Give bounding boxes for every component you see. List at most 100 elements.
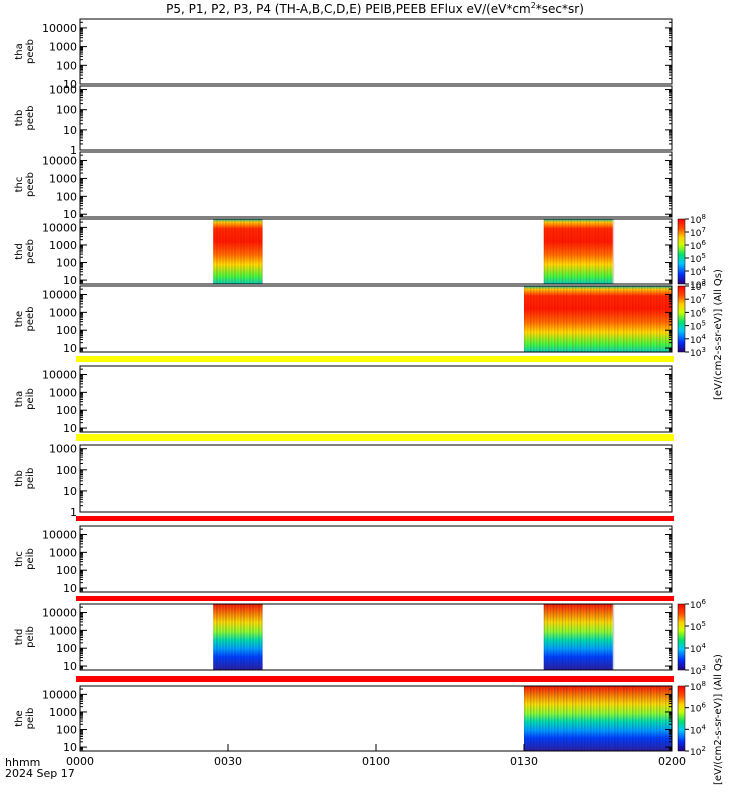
- panel-the-peeb: 10000 1000 100 10 the peeb: [14, 285, 674, 362]
- spectrogram-texture: [606, 604, 609, 670]
- panel-the-peib: 10000 1000 100 10 the peib: [14, 685, 673, 754]
- spectrogram-texture: [602, 286, 604, 352]
- spectrogram-texture: [653, 286, 655, 352]
- spectrogram-texture: [587, 286, 589, 352]
- spectrogram-texture: [219, 604, 221, 670]
- y-tick-label: 100: [56, 464, 77, 477]
- panel-tha-peib: 10000 1000 100 10 tha peib: [14, 365, 674, 441]
- colorbar-gradient: [677, 603, 686, 671]
- spectrogram-texture: [560, 686, 562, 751]
- spectrogram-texture: [626, 686, 628, 751]
- spectrogram-texture: [530, 286, 532, 352]
- ylabel-line: peeb: [25, 39, 36, 64]
- colorbar-exponent: 3: [701, 346, 705, 354]
- spectrogram-texture: [222, 604, 224, 670]
- colorbar-exponent: 8: [701, 280, 705, 288]
- spectrogram-texture: [611, 286, 613, 352]
- colorbar-exponent: 6: [701, 702, 706, 710]
- spectrogram-texture: [546, 219, 549, 284]
- colorbar: 106 105 104 103: [677, 598, 706, 677]
- spectrogram-texture: [530, 686, 532, 751]
- panel-ylabel: thd peib: [14, 626, 36, 648]
- time-axis: 0000 0030 0100 0130 0200: [66, 744, 686, 768]
- spectrogram-texture: [552, 219, 555, 284]
- plot-title: P5, P1, P2, P3, P4 (TH-A,B,C,D,E) PEIB,P…: [0, 1, 750, 16]
- spectrogram-texture: [570, 604, 573, 670]
- spectrogram-texture: [234, 219, 236, 284]
- spectrogram-texture: [603, 219, 606, 284]
- spectrogram-texture: [240, 219, 242, 284]
- spectrogram-texture: [533, 686, 535, 751]
- colorbar-exponent: 7: [701, 293, 705, 301]
- spectrogram-texture: [596, 686, 598, 751]
- spectrogram-texture: [603, 604, 606, 670]
- y-tick-label: 10000: [42, 155, 77, 168]
- y-tick-label: 10: [63, 78, 77, 91]
- spectrogram-texture: [635, 686, 637, 751]
- colorbar-tick-label: 104: [690, 333, 706, 346]
- spectrogram-texture: [563, 286, 565, 352]
- panel-thc-peeb: 10000 1000 100 10 thc peeb: [14, 151, 673, 221]
- spectrogram-texture: [632, 286, 634, 352]
- spectrogram-texture: [590, 286, 592, 352]
- panel-frame: [79, 151, 673, 218]
- y-tick-label: 100: [56, 642, 77, 655]
- spectrogram-texture: [605, 686, 607, 751]
- spectrogram-texture: [573, 604, 576, 670]
- red-separator-band: [76, 676, 674, 682]
- spectrogram-texture: [668, 686, 670, 751]
- spectrogram-texture: [593, 286, 595, 352]
- spectrogram-texture: [600, 604, 603, 670]
- red-separator-band: [76, 516, 674, 521]
- spectrogram-texture: [596, 286, 598, 352]
- spectrogram-texture: [555, 219, 558, 284]
- spectrogram-texture: [557, 286, 559, 352]
- ylabel-line: peib: [25, 548, 36, 570]
- spectrogram-texture: [219, 219, 221, 284]
- spectrogram-texture: [588, 219, 591, 284]
- panel-tha-peeb: 10000 1000 100 10 tha peeb: [14, 18, 673, 91]
- spectrogram-texture: [635, 286, 637, 352]
- colorbar-exponent: 4: [701, 723, 706, 731]
- y-tick-label: 10: [63, 342, 77, 355]
- y-tick-label: 1000: [49, 172, 77, 185]
- colorbar-exponent: 2: [701, 745, 705, 753]
- spectrogram-texture: [558, 604, 561, 670]
- y-tick-label: 10: [63, 741, 77, 754]
- spectrogram-texture: [579, 219, 582, 284]
- spectrogram-texture: [563, 686, 565, 751]
- colorbar-tick-label: 104: [690, 265, 706, 278]
- spectrogram-texture: [611, 686, 613, 751]
- panel-frame: [79, 444, 673, 513]
- colorbar-tick-label: 106: [690, 598, 706, 611]
- ylabel-line: thc: [14, 551, 25, 567]
- title-sup: 2: [530, 1, 536, 10]
- ylabel-line: peib: [25, 468, 36, 490]
- spectrogram-texture: [575, 286, 577, 352]
- colorbar-exponent: 5: [701, 320, 705, 328]
- spectrogram-texture: [546, 604, 549, 670]
- spectrogram-texture: [597, 604, 600, 670]
- yellow-separator-band: [76, 434, 674, 441]
- spectrogram-texture: [650, 286, 652, 352]
- y-tick-label: 100: [56, 404, 77, 417]
- colorbar-label-top: [eV/(cm2-s-sr-eV)] (All Qs): [713, 269, 724, 400]
- spectrogram-texture: [545, 686, 547, 751]
- spectrogram-texture: [638, 686, 640, 751]
- spectrogram-texture: [572, 286, 574, 352]
- spectrogram-texture: [608, 286, 610, 352]
- y-tick-label: 10000: [42, 607, 77, 620]
- ylabel-line: thb: [14, 110, 25, 127]
- spectrogram-texture: [237, 219, 239, 284]
- colorbar-exponent: 4: [701, 642, 706, 650]
- spectrogram-texture: [564, 219, 567, 284]
- spectrogram-texture: [614, 286, 616, 352]
- spectrogram-texture: [213, 219, 215, 284]
- y-tick-label: 10000: [42, 688, 77, 701]
- ylabel-line: peeb: [25, 239, 36, 264]
- time-axis-label: hhmm: [5, 756, 40, 769]
- ylabel-line: tha: [14, 43, 25, 59]
